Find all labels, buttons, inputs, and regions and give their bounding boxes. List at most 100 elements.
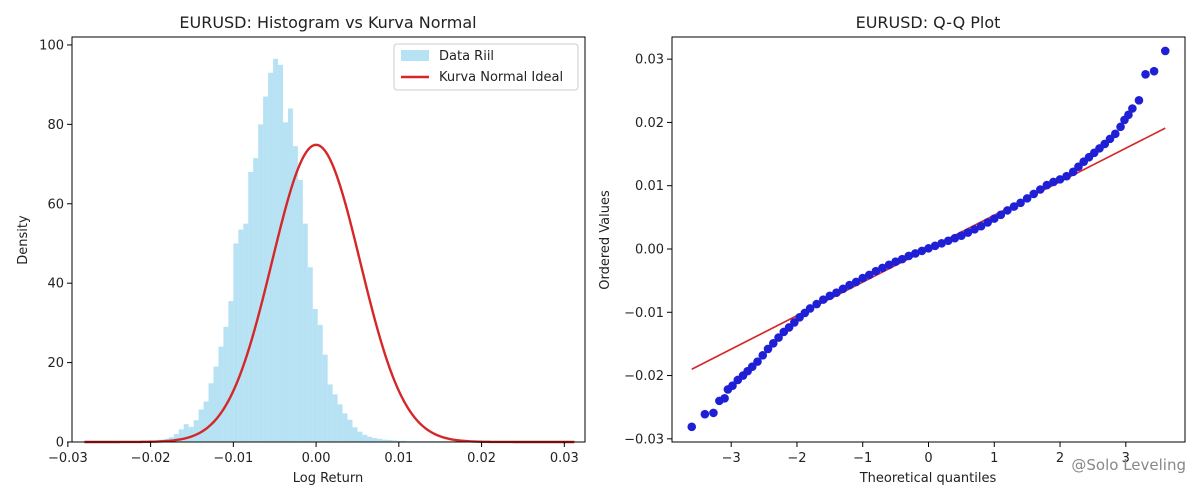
histogram-bar [198, 409, 204, 442]
histogram-bar [243, 223, 249, 442]
histogram-y-label: Density [16, 215, 31, 265]
x-tick-label: 0 [924, 451, 932, 466]
qq-point [1016, 198, 1025, 208]
histogram-bar [188, 426, 194, 442]
qq-point [917, 246, 927, 256]
x-tick-label: −3 [722, 451, 741, 466]
histogram-bar [297, 179, 303, 443]
qq-point [937, 238, 946, 248]
qq-point [1042, 180, 1052, 190]
qq-point [983, 218, 992, 227]
qq-point [976, 221, 986, 231]
histogram-bar [203, 401, 209, 442]
y-tick-label: 60 [47, 197, 64, 212]
histogram-x-ticks: −0.03 −0.02 −0.01 0.00 0.01 0.02 0.03 [48, 442, 579, 466]
qq-point [996, 210, 1006, 220]
histogram-bar [337, 404, 343, 442]
histogram-bar [238, 229, 244, 442]
histogram-bar [193, 420, 199, 442]
y-tick-label: 0.00 [635, 242, 664, 257]
legend-swatch-data-riil [401, 50, 429, 61]
histogram-bar [387, 440, 393, 442]
histogram-bar [213, 366, 219, 442]
legend-label-data-riil: Data Riil [439, 49, 494, 64]
y-tick-label: −0.01 [624, 306, 664, 321]
qq-point [1055, 175, 1065, 184]
histogram-bar [367, 436, 373, 442]
histogram-bar [228, 301, 234, 442]
histogram-bar [317, 324, 323, 442]
qq-point [950, 233, 960, 243]
qq-points [687, 46, 1170, 432]
histogram-bar [258, 124, 264, 443]
y-tick-label: −0.03 [624, 432, 664, 447]
qq-point [838, 284, 848, 294]
histogram-y-ticks: 0 20 40 60 80 100 [39, 38, 72, 451]
qq-point [812, 299, 821, 309]
qq-point [728, 381, 737, 390]
x-tick-label: 2 [1056, 451, 1064, 466]
qq-point [904, 251, 914, 261]
qq-point [851, 277, 861, 287]
qq-point [1029, 189, 1039, 199]
qq-point [1134, 95, 1144, 105]
qq-y-ticks: −0.03 −0.02 −0.01 0.00 0.01 0.02 0.03 [624, 53, 672, 447]
qq-point [832, 288, 841, 297]
qq-point [709, 408, 718, 418]
histogram-bar [342, 413, 348, 442]
histogram-bar [307, 267, 313, 442]
qq-point [1141, 70, 1150, 79]
histogram-bar [382, 439, 388, 442]
qq-point [763, 344, 773, 354]
histogram-bar [208, 383, 214, 442]
x-tick-label: −0.02 [131, 451, 171, 466]
qq-point [865, 270, 874, 280]
watermark-text: @Solo Leveling [1071, 456, 1186, 474]
histogram-bar [312, 308, 318, 442]
qq-point [1160, 46, 1170, 56]
y-tick-label: 0 [56, 436, 64, 451]
qq-point [1149, 66, 1159, 76]
qq-point [897, 254, 907, 264]
qq-point [911, 249, 920, 258]
y-tick-label: 0.02 [635, 116, 664, 131]
x-tick-label: −0.01 [213, 451, 253, 466]
x-tick-label: 0.02 [467, 451, 496, 466]
histogram-panel: −0.03 −0.02 −0.01 0.00 0.01 0.02 0.03 0 20 40 60 8… [16, 13, 586, 486]
y-tick-label: 0.01 [635, 179, 664, 194]
histogram-bar [233, 243, 239, 442]
qq-point [1003, 206, 1012, 215]
qq-point [758, 351, 768, 360]
qq-point [891, 257, 900, 266]
histogram-bar [183, 424, 189, 442]
y-tick-label: −0.02 [624, 369, 664, 384]
qq-point [1022, 194, 1032, 203]
histogram-legend: Data Riil Kurva Normal Ideal [393, 43, 579, 91]
qq-point [1128, 104, 1137, 113]
qq-point [1062, 171, 1071, 181]
histogram-bar [397, 440, 403, 442]
qq-point [1049, 177, 1058, 187]
histogram-title: EURUSD: Histogram vs Kurva Normal [179, 13, 476, 32]
histogram-bar [347, 419, 353, 442]
histogram-bar [302, 223, 308, 442]
legend-label-kurva-normal: Kurva Normal Ideal [439, 70, 563, 85]
qq-point [687, 422, 697, 432]
histogram-bar [352, 427, 358, 442]
qq-point [858, 273, 868, 283]
qq-point [884, 260, 894, 270]
histogram-bars [84, 58, 576, 443]
qq-title: EURUSD: Q-Q Plot [856, 13, 1001, 32]
histogram-bar [357, 431, 363, 442]
qq-point [720, 394, 729, 403]
histogram-x-label: Log Return [293, 471, 364, 486]
histogram-bar [248, 172, 254, 442]
x-tick-label: −1 [853, 451, 872, 466]
qq-point [943, 236, 953, 246]
qq-point [1036, 185, 1045, 194]
x-tick-label: −0.03 [48, 451, 88, 466]
qq-axes-frame [671, 36, 1186, 443]
qq-point [700, 409, 710, 419]
histogram-bar [402, 440, 408, 442]
